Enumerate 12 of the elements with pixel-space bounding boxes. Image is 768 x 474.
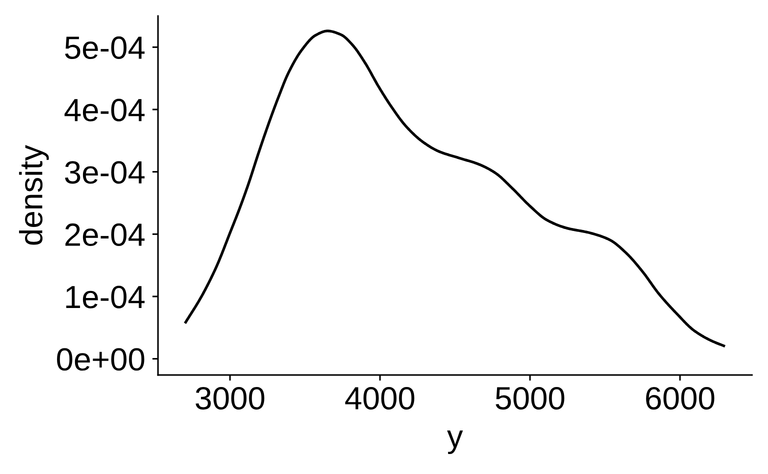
x-tick-label: 5000 [496, 386, 564, 410]
y-tick-label: 3e-04 [65, 161, 145, 184]
y-tick-label: 5e-04 [65, 36, 145, 60]
y-tick-label: 1e-04 [66, 286, 145, 308]
x-tick-label: 3000 [196, 386, 264, 410]
y-tick-label: 2e-04 [65, 223, 145, 246]
x-axis-title: y [447, 430, 463, 454]
y-tick-label: 4e-04 [64, 98, 145, 122]
x-tick-label: 6000 [646, 386, 714, 410]
y-tick-label: 0e+00 [57, 348, 144, 371]
x-tick-label: 4000 [345, 386, 414, 410]
y-axis-title: density [19, 144, 49, 245]
